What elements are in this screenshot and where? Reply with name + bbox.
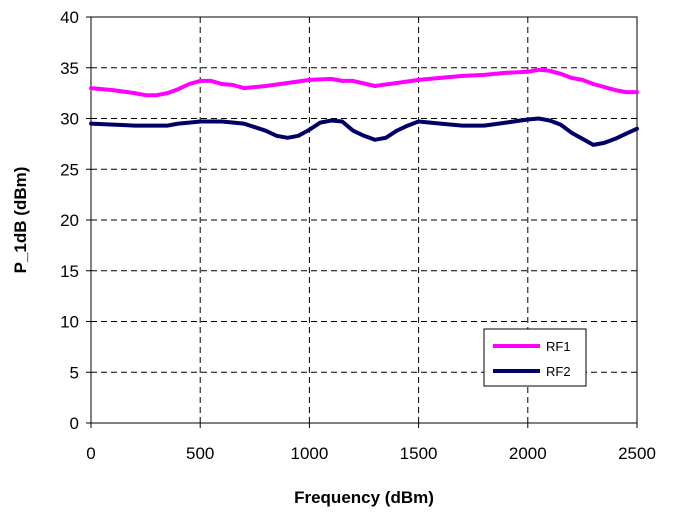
y-tick-label: 10: [60, 313, 79, 332]
grid-lines: [91, 17, 637, 423]
x-tick-label: 500: [186, 444, 214, 463]
series-line-rf1: [89, 67, 639, 98]
legend-label-rf2: RF2: [546, 364, 571, 379]
legend-box: [483, 328, 587, 387]
legend: RF1 RF2: [483, 328, 587, 387]
y-tick-label: 25: [60, 160, 79, 179]
y-tick-label: 20: [60, 211, 79, 230]
x-tick-label: 1500: [400, 444, 438, 463]
y-tick-label: 15: [60, 262, 79, 281]
x-axis-title: Frequency (dBm): [294, 488, 434, 507]
series-line-rf2: [89, 116, 639, 147]
y-axis-title: P_1dB (dBm): [11, 167, 30, 274]
x-tick-label: 2000: [509, 444, 547, 463]
y-tick-label: 40: [60, 8, 79, 27]
legend-label-rf1: RF1: [546, 339, 571, 354]
y-tick-label: 30: [60, 110, 79, 129]
series-lines: [89, 67, 639, 147]
x-tick-label: 0: [86, 444, 95, 463]
y-tick-label: 35: [60, 59, 79, 78]
y-tick-label: 0: [70, 414, 79, 433]
x-tick-labels: 0 500 1000 1500 2000 2500: [86, 423, 656, 463]
x-tick-label: 2500: [618, 444, 656, 463]
x-tick-label: 1000: [290, 444, 328, 463]
y-tick-labels: 0 5 10 15 20 25 30 35 40: [60, 8, 91, 433]
y-tick-label: 5: [70, 363, 79, 382]
